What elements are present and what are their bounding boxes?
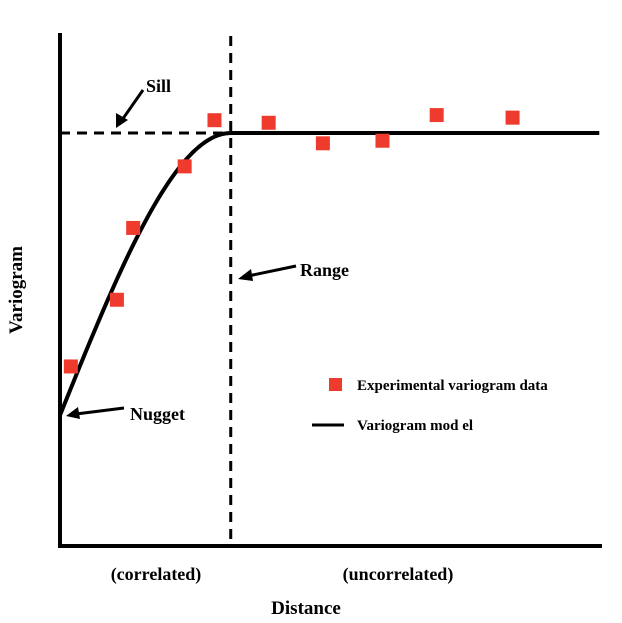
data-point-3 <box>126 220 141 235</box>
experimental-data-points <box>63 108 520 374</box>
legend-data-label: Experimental variogram data <box>357 378 548 394</box>
x-axis-title: Distance <box>271 598 341 619</box>
sill-arrow <box>116 89 145 128</box>
data-point-10 <box>505 110 520 125</box>
region-label-correlated: (correlated) <box>111 564 202 585</box>
data-point-9 <box>429 108 444 123</box>
region-label-uncorrelated: (uncorrelated) <box>343 564 454 585</box>
y-axis-title: Variogram <box>6 246 27 334</box>
nugget-arrow <box>66 406 125 419</box>
data-point-6 <box>261 115 276 130</box>
range-arrow <box>238 264 297 281</box>
range-label: Range <box>300 260 349 280</box>
sill-label: Sill <box>146 76 171 96</box>
data-point-4 <box>177 159 192 174</box>
data-point-1 <box>63 359 78 374</box>
legend-data-marker <box>329 378 342 391</box>
legend: Experimental variogram data Variogram mo… <box>312 378 548 434</box>
nugget-label: Nugget <box>130 404 185 424</box>
data-point-2 <box>109 292 124 307</box>
legend-model-label: Variogram mod el <box>357 418 473 434</box>
data-point-8 <box>375 133 390 148</box>
data-point-5 <box>207 113 222 128</box>
variogram-model-line <box>58 131 600 416</box>
data-point-7 <box>315 136 330 151</box>
